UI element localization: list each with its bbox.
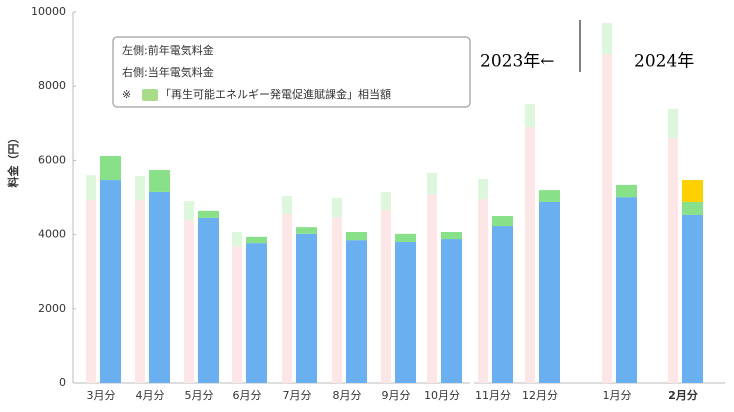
bar-segment [246, 243, 267, 383]
bar-segment [525, 127, 535, 383]
x-tick-label: 9月分 [382, 389, 411, 402]
bar-segment [296, 233, 317, 383]
bar-segment [184, 201, 194, 221]
bar-segment [668, 108, 678, 139]
bar-segment [149, 170, 170, 192]
bar-segment [332, 217, 342, 383]
y-tick-label: 8000 [38, 79, 66, 92]
bar-segment [381, 191, 391, 211]
bar-segment [478, 178, 488, 199]
y-tick-label: 10000 [31, 5, 66, 18]
x-tick-label: 7月分 [283, 389, 312, 402]
annotation: 2023年← [480, 52, 555, 72]
x-tick-label: 11月分 [475, 389, 511, 402]
bar-segment [602, 53, 612, 383]
y-tick-label: 6000 [38, 153, 66, 166]
bar-segment [86, 175, 96, 201]
bar-segment [395, 233, 416, 243]
x-tick-label: 1月分 [603, 389, 632, 402]
bar-segment [682, 180, 703, 202]
bar-segment [232, 246, 242, 383]
bar-segment [149, 191, 170, 383]
bar-segment [539, 201, 560, 383]
bar-segment [478, 198, 488, 383]
bar-segment [198, 210, 219, 218]
y-axis-title: 料金（円） [6, 133, 20, 188]
bar-segment [441, 232, 462, 240]
bar-segment [427, 194, 437, 383]
bar-segment [184, 220, 194, 383]
x-tick-label: 5月分 [185, 389, 214, 402]
bar-segment [381, 210, 391, 383]
bar-segment [682, 201, 703, 215]
bar-segment [616, 184, 637, 198]
bar-segment [441, 239, 462, 383]
x-tick-label: 12月分 [522, 389, 558, 402]
x-tick-label: 10月分 [424, 389, 460, 402]
bar-segment [232, 232, 242, 247]
bar-segment [539, 190, 560, 202]
bar-segment [282, 213, 292, 383]
bar-segment [100, 155, 121, 181]
legend-swatch [142, 89, 158, 101]
y-tick-label: 2000 [38, 302, 66, 315]
x-tick-label: 4月分 [136, 389, 165, 402]
annotation: 2024年 [634, 52, 694, 72]
bar-segment [346, 232, 367, 241]
x-tick-label: 8月分 [333, 389, 362, 402]
bar-segment [525, 104, 535, 128]
y-tick-label: 0 [59, 376, 66, 389]
bar-segment [198, 217, 219, 383]
legend-text: 左側:前年電気料金 [122, 43, 214, 57]
bar-segment [135, 200, 145, 383]
legend-text: 「再生可能エネルギー発電促進賦課金」相当額 [160, 87, 391, 101]
bar-segment [668, 138, 678, 383]
bar-segment [492, 216, 513, 227]
bar-segment [86, 200, 96, 383]
bar-segment [492, 226, 513, 383]
legend-box [112, 36, 471, 108]
legend-text: ※ [122, 88, 131, 101]
bar-segment [332, 197, 342, 218]
x-tick-label: 3月分 [87, 389, 116, 402]
bar-segment [246, 236, 267, 244]
bar-segment [602, 23, 612, 54]
y-tick-label: 4000 [38, 228, 66, 241]
bar-segment [296, 227, 317, 234]
x-tick-label: 2月分 [668, 388, 698, 402]
legend-text: 右側:当年電気料金 [122, 65, 214, 79]
bar-segment [346, 240, 367, 383]
bar-segment [135, 175, 145, 201]
bar-segment [427, 173, 437, 195]
bar-segment [616, 197, 637, 383]
bar-segment [282, 196, 292, 214]
x-tick-label: 6月分 [233, 389, 262, 402]
bar-segment [395, 242, 416, 383]
bar-segment [100, 180, 121, 383]
bar-segment [682, 214, 703, 383]
